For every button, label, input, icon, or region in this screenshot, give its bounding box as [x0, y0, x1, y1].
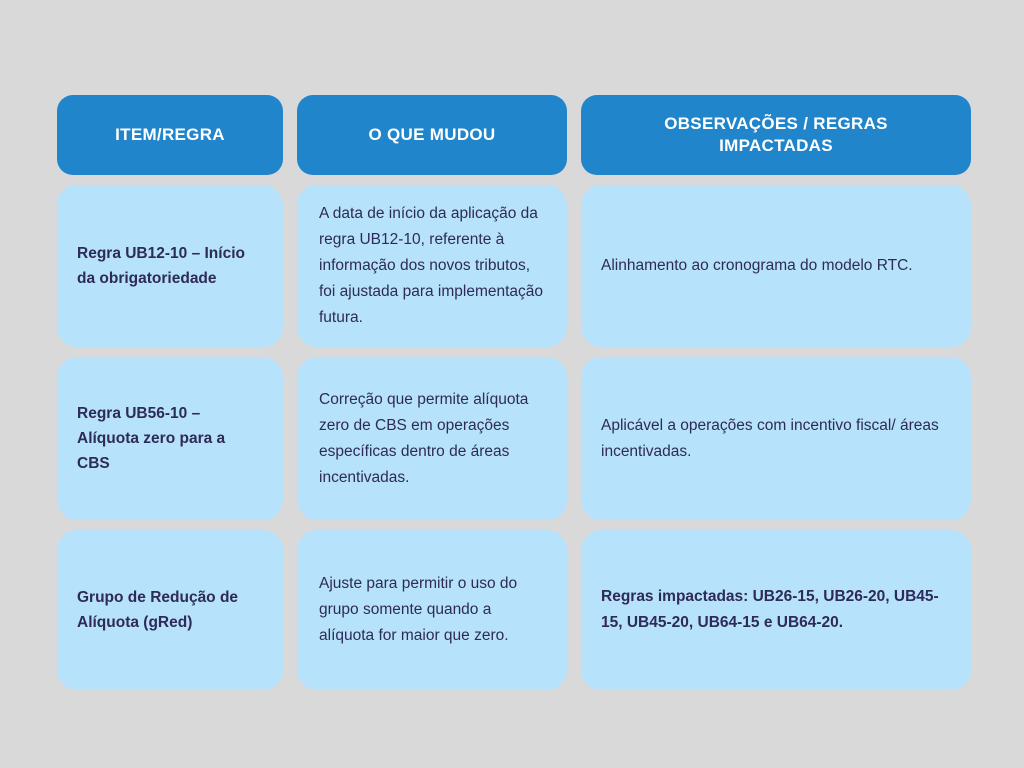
table-row-2-notes: Aplicável a operações com incentivo fisc… [581, 357, 971, 520]
row-2-change-text: Correção que permite alíquota zero de CB… [319, 390, 529, 486]
table-row-3-change: Ajuste para permitir o uso do grupo some… [297, 530, 567, 690]
row-1-change-text: A data de início da aplicação da regra U… [319, 205, 544, 326]
table-row-1-change: A data de início da aplicação da regra U… [297, 185, 567, 347]
header-item-regra: ITEM/REGRA [57, 95, 283, 175]
table-row-2-change: Correção que permite alíquota zero de CB… [297, 357, 567, 520]
table-row-3-item: Grupo de Redução de Alíquota (gRed) [57, 530, 283, 690]
row-1-item-text: Regra UB12-10 – Início da obrigatoriedad… [77, 245, 245, 287]
row-3-change-text: Ajuste para permitir o uso do grupo some… [319, 575, 518, 644]
row-3-notes-text: Regras impactadas: UB26-15, UB26-20, UB4… [601, 588, 939, 631]
header-o-que-mudou-label: O QUE MUDOU [368, 125, 496, 144]
header-observacoes: OBSERVAÇÕES / REGRAS IMPACTADAS [581, 95, 971, 175]
table-row-1-item: Regra UB12-10 – Início da obrigatoriedad… [57, 185, 283, 347]
row-2-item-text: Regra UB56-10 – Alíquota zero para a CBS [77, 405, 226, 472]
table-row-3-notes: Regras impactadas: UB26-15, UB26-20, UB4… [581, 530, 971, 690]
header-observacoes-label: OBSERVAÇÕES / REGRAS IMPACTADAS [664, 114, 888, 155]
table-row-1-notes: Alinhamento ao cronograma do modelo RTC. [581, 185, 971, 347]
row-2-notes-text: Aplicável a operações com incentivo fisc… [601, 416, 939, 460]
row-1-notes-text: Alinhamento ao cronograma do modelo RTC. [601, 257, 913, 274]
header-item-regra-label: ITEM/REGRA [115, 125, 225, 144]
rules-change-table: ITEM/REGRA O QUE MUDOU OBSERVAÇÕES / REG… [57, 95, 971, 690]
table-row-2-item: Regra UB56-10 – Alíquota zero para a CBS [57, 357, 283, 520]
header-o-que-mudou: O QUE MUDOU [297, 95, 567, 175]
row-3-item-text: Grupo de Redução de Alíquota (gRed) [77, 589, 239, 631]
